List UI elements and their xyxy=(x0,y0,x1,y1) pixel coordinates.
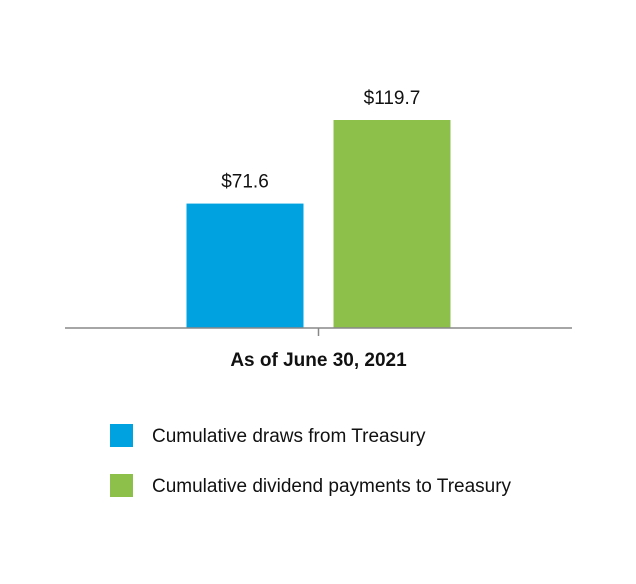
x-tick-label: As of June 30, 2021 xyxy=(230,350,407,371)
value-label: $71.6 xyxy=(221,172,269,193)
legend-label: Cumulative dividend payments to Treasury xyxy=(152,476,512,497)
legend-swatch xyxy=(110,474,133,497)
bar xyxy=(186,203,304,328)
legend-swatch xyxy=(110,424,133,447)
value-label: $119.7 xyxy=(364,88,421,109)
legend-label: Cumulative draws from Treasury xyxy=(152,426,426,447)
bar xyxy=(333,120,451,328)
